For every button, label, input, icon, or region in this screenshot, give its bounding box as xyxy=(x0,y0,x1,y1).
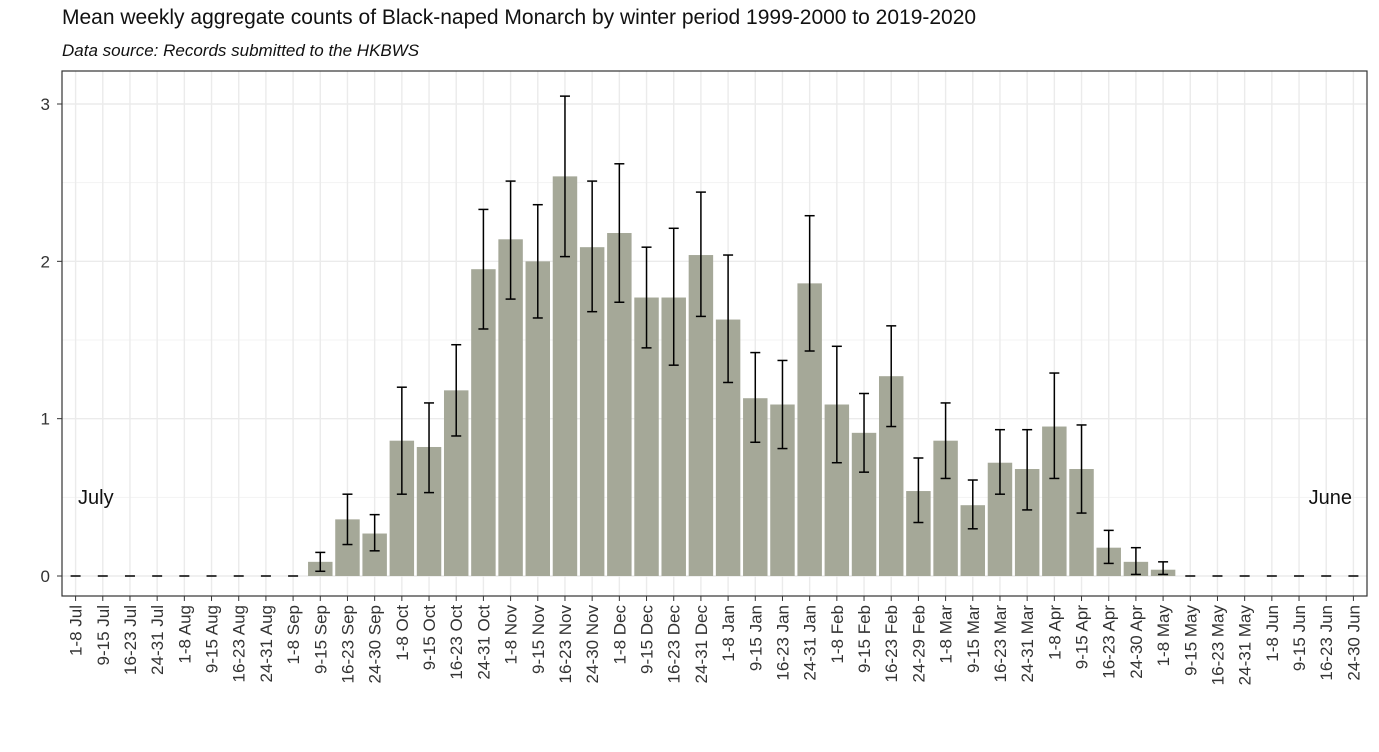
x-tick-label: 1-8 Jan xyxy=(719,605,738,662)
x-tick-label: 24-31 Oct xyxy=(474,605,493,680)
x-tick-label: 24-31 Mar xyxy=(1018,605,1037,683)
x-tick-label: 9-15 Dec xyxy=(638,605,657,674)
x-tick-label: 24-29 Feb xyxy=(909,605,928,683)
x-tick-label: 24-31 Jan xyxy=(801,605,820,681)
x-tick-label: 24-30 Nov xyxy=(583,605,602,684)
x-tick-label: 1-8 Apr xyxy=(1045,605,1064,660)
x-tick-label: 9-15 Mar xyxy=(964,605,983,673)
chart-title: Mean weekly aggregate counts of Black-na… xyxy=(62,6,977,29)
x-tick-label: 1-8 Dec xyxy=(610,605,629,665)
x-tick-label: 16-23 Mar xyxy=(991,605,1010,683)
y-tick-label: 2 xyxy=(41,252,50,271)
x-tick-label: 1-8 Jul xyxy=(67,605,86,656)
x-tick-label: 16-23 Aug xyxy=(230,605,249,683)
x-tick-label: 16-23 Nov xyxy=(556,605,575,684)
x-tick-label: 1-8 Oct xyxy=(393,605,412,661)
x-tick-label: 24-30 Sep xyxy=(366,605,385,683)
x-tick-label: 24-31 Jul xyxy=(148,605,167,675)
x-tick-label: 16-23 Jun xyxy=(1317,605,1336,681)
x-tick-label: 9-15 Jul xyxy=(94,605,113,665)
x-tick-label: 16-23 Jan xyxy=(773,605,792,681)
x-tick-label: 16-23 Oct xyxy=(447,605,466,680)
x-tick-label: 9-15 Feb xyxy=(855,605,874,673)
x-tick-label: 16-23 Jul xyxy=(121,605,140,675)
y-tick-label: 1 xyxy=(41,410,50,429)
x-tick-label: 16-23 Dec xyxy=(665,605,684,684)
x-tick-label: 9-15 Aug xyxy=(203,605,222,673)
x-tick-label: 1-8 Aug xyxy=(175,605,194,664)
x-tick-label: 16-23 Apr xyxy=(1100,605,1119,679)
x-tick-label: 1-8 Feb xyxy=(828,605,847,664)
x-tick-label: 9-15 Apr xyxy=(1073,605,1092,670)
y-tick-label: 0 xyxy=(41,567,50,586)
x-tick-label: 24-31 Aug xyxy=(257,605,276,683)
x-tick-label: 1-8 Nov xyxy=(502,605,521,665)
x-tick-label: 24-31 May xyxy=(1236,605,1255,686)
plot-border xyxy=(61,70,1368,597)
x-tick-label: 9-15 Sep xyxy=(311,605,330,674)
y-tick-label: 3 xyxy=(41,95,50,114)
x-tick-label: 16-23 May xyxy=(1208,605,1227,686)
x-tick-label: 24-31 Dec xyxy=(692,605,711,684)
x-tick-label: 1-8 Sep xyxy=(284,605,303,665)
x-tick-label: 9-15 Jan xyxy=(746,605,765,671)
x-tick-label: 16-23 Sep xyxy=(338,605,357,683)
x-tick-label: 24-30 Jun xyxy=(1344,605,1363,681)
x-tick-label: 9-15 Nov xyxy=(529,605,548,674)
x-tick-label: 1-8 May xyxy=(1154,605,1173,667)
x-tick-label: 9-15 Oct xyxy=(420,605,439,670)
x-tick-label: 9-15 May xyxy=(1181,605,1200,676)
annotation-july: July xyxy=(78,487,114,509)
plot-panel xyxy=(62,71,1367,596)
x-tick-label: 1-8 Mar xyxy=(937,605,956,664)
annotation-june: June xyxy=(1309,487,1352,509)
x-tick-label: 24-30 Apr xyxy=(1127,605,1146,679)
x-tick-label: 16-23 Feb xyxy=(882,605,901,683)
x-tick-label: 1-8 Jun xyxy=(1263,605,1282,662)
x-tick-label: 9-15 Jun xyxy=(1290,605,1309,671)
chart-subtitle: Data source: Records submitted to the HK… xyxy=(62,41,420,60)
